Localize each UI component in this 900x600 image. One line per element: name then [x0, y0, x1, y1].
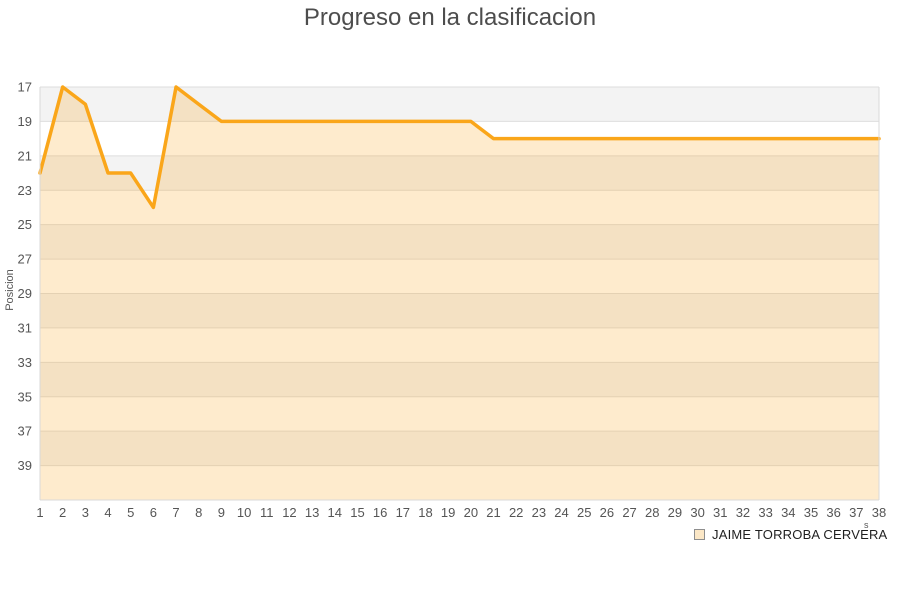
- plot-band: [40, 259, 879, 294]
- x-tick-label: 38: [872, 505, 886, 520]
- x-tick-label: 13: [305, 505, 319, 520]
- x-tick-label: 1: [36, 505, 43, 520]
- x-tick-label: 37: [849, 505, 863, 520]
- x-tick-label: 16: [373, 505, 387, 520]
- x-tick-label: 14: [328, 505, 342, 520]
- y-tick-label: 19: [18, 114, 32, 129]
- x-tick-label: 21: [486, 505, 500, 520]
- x-tick-label: 31: [713, 505, 727, 520]
- x-tick-label: 12: [282, 505, 296, 520]
- plot-band: [40, 87, 879, 122]
- x-tick-label: 27: [622, 505, 636, 520]
- x-tick-label: 23: [532, 505, 546, 520]
- x-tick-label: 2: [59, 505, 66, 520]
- y-tick-label: 37: [18, 424, 32, 439]
- plot-band: [40, 431, 879, 466]
- x-tick-label: 5: [127, 505, 134, 520]
- x-tick-label: 15: [350, 505, 364, 520]
- plot-band: [40, 190, 879, 225]
- x-tick-label: 11: [260, 505, 274, 520]
- plot-band: [40, 396, 879, 432]
- x-tick-label: 22: [509, 505, 523, 520]
- y-tick-label: 21: [18, 148, 32, 163]
- plot-band: [40, 155, 879, 191]
- y-tick-label: 35: [18, 389, 32, 404]
- x-tick-label: 6: [150, 505, 157, 520]
- axis-remnant-text: s: [864, 520, 869, 530]
- y-axis-title: Posicion: [4, 269, 16, 311]
- x-tick-label: 35: [804, 505, 818, 520]
- x-tick-label: 19: [441, 505, 455, 520]
- x-tick-label: 24: [554, 505, 568, 520]
- plot-band: [40, 362, 879, 397]
- x-tick-label: 4: [104, 505, 111, 520]
- chart-title: Progreso en la clasificacion: [303, 4, 597, 31]
- plot-band: [40, 293, 879, 328]
- y-tick-label: 29: [18, 286, 32, 301]
- x-tick-label: 29: [668, 505, 682, 520]
- x-tick-label: 8: [195, 505, 202, 520]
- y-tick-label: 27: [18, 252, 32, 267]
- series-line: [38, 85, 881, 210]
- x-tick-label: 3: [82, 505, 89, 520]
- legend-item[interactable]: JAIME TORROBA CERVERA: [694, 527, 887, 542]
- x-tick-label: 28: [645, 505, 659, 520]
- x-tick-label: 9: [218, 505, 225, 520]
- x-tick-label: 30: [690, 505, 704, 520]
- x-tick-label: 32: [736, 505, 750, 520]
- x-tick-label: 17: [396, 505, 410, 520]
- x-tick-label: 7: [172, 505, 179, 520]
- y-tick-label: 33: [18, 355, 32, 370]
- series-area: [40, 87, 879, 500]
- plot-band: [40, 224, 879, 260]
- legend-label: JAIME TORROBA CERVERA: [712, 527, 888, 542]
- x-tick-label: 36: [826, 505, 840, 520]
- x-tick-label: 18: [418, 505, 432, 520]
- x-tick-label: 20: [464, 505, 478, 520]
- y-tick-label: 31: [18, 320, 32, 335]
- y-tick-label: 17: [18, 80, 32, 95]
- x-tick-label: 25: [577, 505, 591, 520]
- x-tick-label: 34: [781, 505, 795, 520]
- plot-band: [40, 327, 879, 363]
- x-tick-label: 33: [758, 505, 772, 520]
- x-tick-label: 10: [237, 505, 251, 520]
- y-tick-label: 39: [18, 458, 32, 473]
- y-tick-label: 23: [18, 183, 32, 198]
- x-tick-label: 26: [600, 505, 614, 520]
- plot-band: [40, 465, 879, 500]
- y-tick-label: 25: [18, 217, 32, 232]
- legend-marker-icon: [694, 529, 705, 540]
